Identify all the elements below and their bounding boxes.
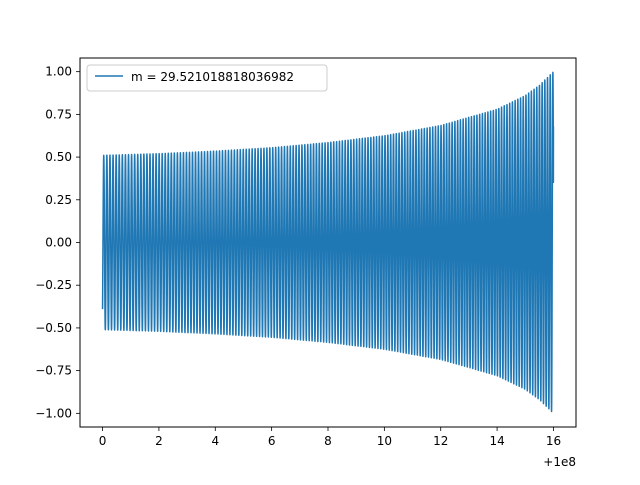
x-axis: 0 2 4 6 8 10 12 14 16 xyxy=(99,427,561,448)
x-tick-label: 10 xyxy=(377,434,392,448)
x-tick-label: 12 xyxy=(433,434,448,448)
y-tick-label: 1.00 xyxy=(45,65,72,79)
y-axis: 1.00 0.75 0.50 0.25 0.00 −0.25 −0.50 −0.75 −1.00 xyxy=(35,65,80,420)
x-axis-offset-label: +1e8 xyxy=(543,455,576,469)
y-tick-label: 0.25 xyxy=(45,193,72,207)
y-tick-label: −0.75 xyxy=(35,364,72,378)
x-tick-label: 8 xyxy=(324,434,332,448)
legend-box xyxy=(86,64,328,92)
series-layer xyxy=(101,71,555,413)
x-tick-label: 4 xyxy=(211,434,219,448)
y-tick-label: −1.00 xyxy=(35,406,72,420)
series-line xyxy=(101,71,555,413)
y-tick-label: −0.50 xyxy=(35,321,72,335)
x-tick-label: 6 xyxy=(268,434,276,448)
x-tick-label: 16 xyxy=(546,434,561,448)
legend: m = 29.521018818036982 xyxy=(86,64,328,92)
x-tick-label: 2 xyxy=(155,434,163,448)
y-tick-label: 0.50 xyxy=(45,150,72,164)
x-tick-label: 0 xyxy=(99,434,107,448)
x-tick-label: 14 xyxy=(489,434,504,448)
y-tick-label: 0.00 xyxy=(45,236,72,250)
y-tick-label: 0.75 xyxy=(45,107,72,121)
legend-label: m = 29.521018818036982 xyxy=(131,70,294,84)
y-tick-label: −0.25 xyxy=(35,278,72,292)
